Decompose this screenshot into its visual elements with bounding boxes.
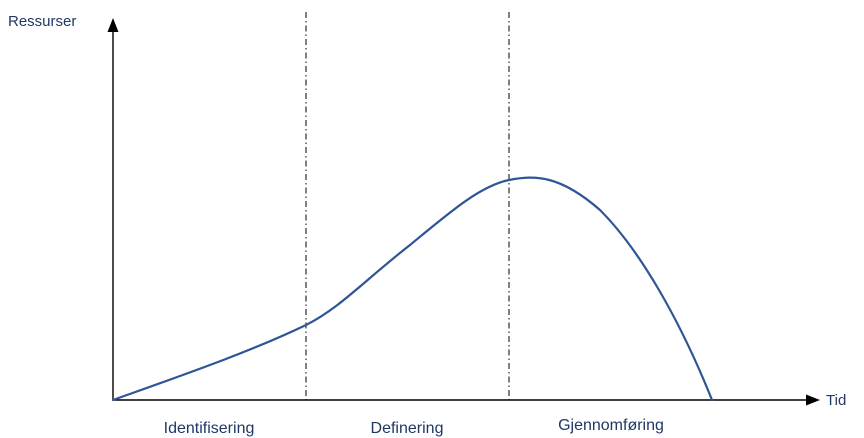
y-axis-arrowhead — [107, 18, 119, 32]
phase-label-identifisering: Identifisering — [164, 420, 255, 437]
y-axis-label: Ressurser — [8, 13, 76, 30]
resource-curve — [111, 176, 714, 402]
x-axis-arrowhead — [806, 394, 820, 406]
x-axis-label: Tid — [826, 392, 846, 409]
phase-label-definering: Definering — [371, 420, 444, 437]
phase-label-gjennomforing: Gjennomføring — [558, 417, 664, 434]
